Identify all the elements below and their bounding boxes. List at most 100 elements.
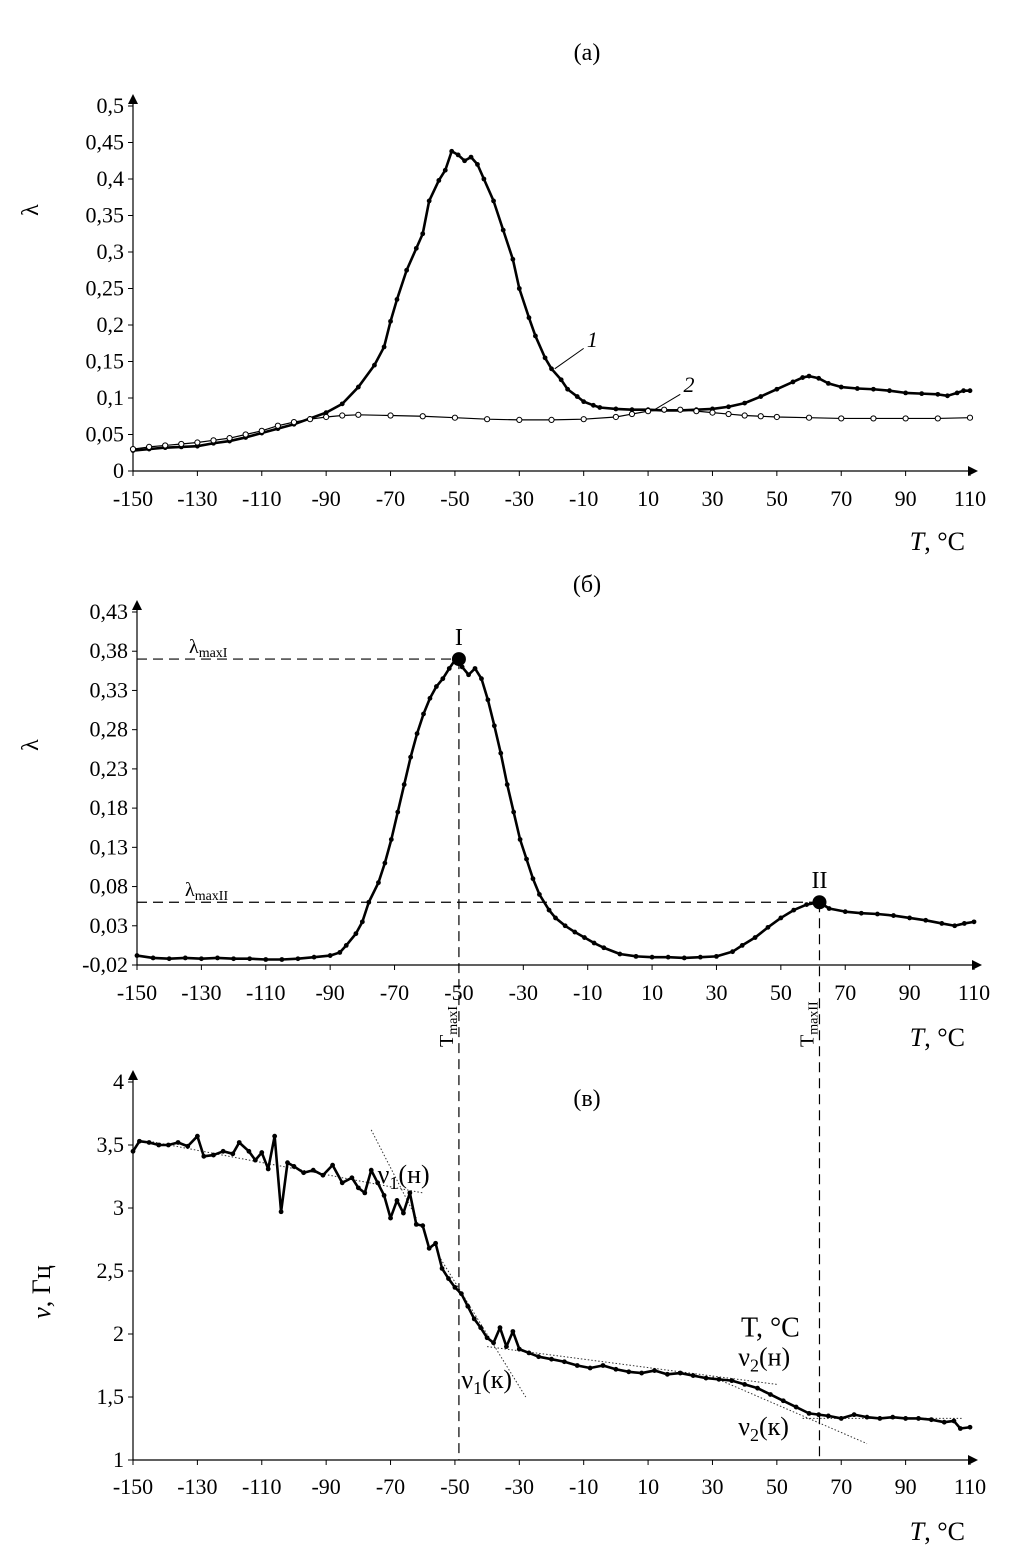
data-point [741, 412, 748, 419]
data-point [903, 390, 909, 396]
frequency-label: ν2(к) [738, 1412, 789, 1445]
data-point [166, 956, 172, 962]
y-axis-arrow [128, 94, 138, 104]
lambda-max-subscript: maxI [199, 646, 228, 661]
data-point [368, 1167, 374, 1173]
frequency-symbol: ν [378, 1160, 390, 1189]
data-point [957, 1426, 963, 1431]
data-point [693, 408, 700, 415]
frequency-subscript: 2 [750, 1425, 759, 1445]
data-point [231, 956, 236, 962]
data-point [310, 1167, 316, 1173]
y-tick-label: 0,28 [90, 717, 129, 742]
data-point [951, 1418, 957, 1424]
data-point [230, 1151, 236, 1157]
data-point [536, 1354, 542, 1360]
data-point [137, 1138, 142, 1144]
data-point [220, 1148, 226, 1154]
data-point [226, 435, 233, 442]
data-point [877, 1416, 883, 1421]
frequency-label: ν1(н) [378, 1160, 430, 1193]
annotation-title: T, °C [741, 1313, 800, 1344]
frequency-subscript: 2 [750, 1356, 759, 1376]
y-tick-label: 0,33 [90, 677, 129, 702]
data-point [451, 414, 459, 421]
data-point [510, 256, 516, 262]
x-tick-label: 30 [701, 1474, 723, 1499]
data-point [408, 754, 414, 760]
data-point [526, 1350, 532, 1356]
data-point [790, 379, 796, 385]
t-max-subscript: maxI [446, 1006, 461, 1035]
data-point [279, 957, 285, 962]
data-point [134, 953, 140, 958]
y-tick-label: 0,03 [90, 913, 129, 938]
data-point [381, 344, 387, 350]
y-tick-label: 0,45 [86, 130, 125, 155]
data-point [600, 1363, 606, 1368]
data-point [355, 411, 362, 418]
frequency-suffix: (к) [759, 1412, 789, 1441]
cross-reference-lines [458, 659, 821, 1460]
x-tick-label: 50 [770, 980, 792, 1005]
x-tick-label: -110 [246, 980, 286, 1005]
data-point [339, 401, 345, 407]
chart-panel-c: -150 -130 -110 -90 -70 -50 -30 -10 10 30 50 70 90 110… [27, 1069, 986, 1546]
data-point [530, 876, 536, 882]
data-point [542, 355, 548, 361]
data-point [768, 1392, 773, 1397]
data-point [652, 1368, 657, 1373]
data-point [478, 1325, 484, 1331]
data-point [791, 907, 797, 913]
data-point [185, 1143, 191, 1149]
data-point [426, 198, 432, 204]
frequency-suffix: (н) [759, 1343, 790, 1372]
data-point [613, 406, 619, 412]
x-tick-label: 30 [701, 486, 723, 511]
x-tick-label: -70 [376, 1474, 405, 1499]
data-point [455, 152, 461, 158]
data-point [395, 809, 401, 815]
data-point [613, 1366, 619, 1372]
data-point [311, 954, 317, 960]
chart-panel-a: -150 -130 -110 -90 -70 -50 -30 -10 10 30 50 70 90 110… [18, 40, 986, 556]
y-axis-label: λ [18, 739, 44, 751]
data-point [677, 406, 684, 413]
data-point [891, 913, 896, 918]
data-point [838, 1416, 844, 1421]
y-axis-label: ν, Гц [27, 1265, 56, 1319]
data-point [388, 318, 393, 324]
data-point [561, 1359, 567, 1365]
data-point [201, 1153, 207, 1159]
series-line-1 [131, 1134, 971, 1430]
data-point [252, 1157, 258, 1163]
data-point [935, 391, 941, 397]
data-point [875, 911, 880, 917]
data-point [716, 1376, 722, 1382]
data-point [401, 782, 407, 787]
series-2-label: 2 [683, 372, 694, 397]
data-point [729, 1378, 735, 1384]
x-tick-label: -10 [569, 1474, 598, 1499]
data-point [633, 953, 639, 959]
data-point [242, 431, 249, 438]
series-line-1 [132, 149, 970, 452]
data-point [703, 1375, 709, 1381]
data-point [388, 1215, 393, 1221]
data-point [765, 924, 771, 930]
data-point [343, 942, 349, 948]
x-tick-label: -30 [505, 1474, 534, 1499]
data-point [407, 1190, 413, 1196]
data-point [967, 388, 973, 394]
data-point [757, 413, 764, 420]
data-point [806, 1410, 812, 1416]
t-max-symbol: T [796, 1035, 818, 1047]
frequency-subscript: 1 [473, 1378, 482, 1398]
x-tick-label: -70 [380, 980, 409, 1005]
data-point [327, 953, 333, 958]
y-tick-label: 0,18 [90, 795, 129, 820]
data-point [838, 384, 844, 390]
x-tick-label: 50 [766, 1474, 788, 1499]
x-tick-label: -30 [505, 486, 534, 511]
